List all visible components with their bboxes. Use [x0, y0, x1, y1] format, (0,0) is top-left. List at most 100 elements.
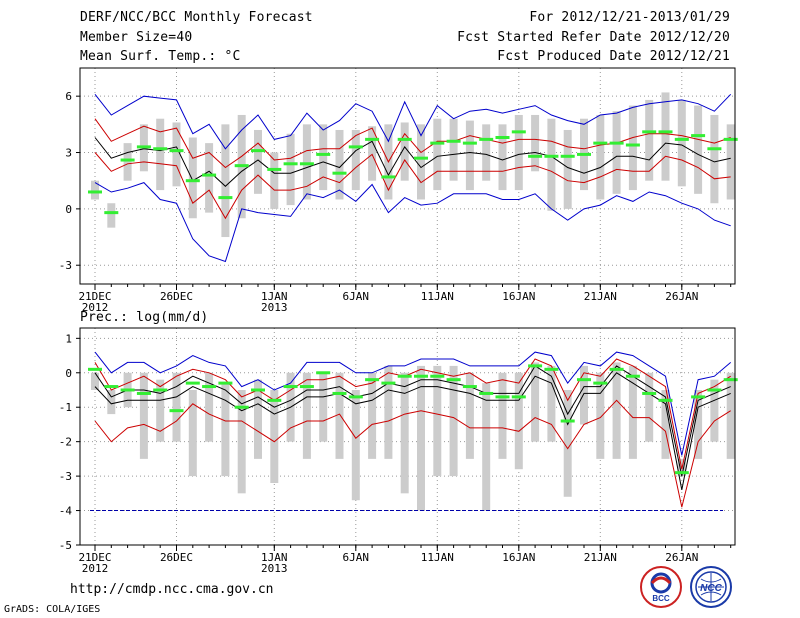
temp-observed-mark [495, 135, 510, 139]
temp-box [547, 118, 556, 211]
prec-observed-mark [479, 391, 494, 395]
temp-box [514, 114, 523, 191]
prec-observed-mark [202, 385, 217, 389]
prec-box [237, 390, 246, 494]
temp-frame [79, 67, 736, 285]
temp-observed-mark [674, 137, 689, 141]
prec-box [596, 372, 605, 459]
temp-box [710, 114, 719, 204]
temp-observed-mark [365, 137, 380, 141]
bcc-logo-text: BCC [652, 594, 670, 603]
temp-box [221, 124, 230, 238]
temp-observed-mark [332, 171, 347, 175]
prec-box [384, 365, 393, 459]
temp-observed-mark [397, 137, 412, 141]
temp-box [465, 120, 474, 191]
temp-xtick-label: 21DEC [78, 290, 111, 303]
prec-ytick-label: -3 [59, 470, 72, 483]
prec-xtick-label: 26JAN [665, 551, 698, 564]
prec-box [563, 390, 572, 497]
prec-box [254, 379, 262, 459]
prec-box [368, 372, 377, 459]
temp-observed-mark [251, 149, 265, 153]
prec-observed-mark [381, 381, 396, 385]
temp-observed-mark [528, 154, 543, 158]
prec-series-p90 [94, 358, 731, 470]
prec-observed-mark [169, 409, 184, 413]
prec-series-min [94, 399, 731, 508]
temp-observed-mark [299, 162, 314, 166]
temp-xtick-label: 26DEC [160, 290, 193, 303]
prec-box [694, 390, 703, 459]
temp-box [628, 105, 637, 191]
temp-observed-mark [316, 152, 331, 156]
temp-box [172, 122, 181, 187]
temp-ytick-label: 0 [65, 203, 72, 216]
temp-box [694, 105, 703, 194]
prec-xtick-label: 1JAN [261, 551, 288, 564]
prec-observed-mark [495, 395, 510, 399]
temp-box [319, 124, 328, 191]
prec-box [726, 372, 735, 459]
prec-xtick-label: 26DEC [160, 551, 193, 564]
prec-observed-mark [348, 395, 363, 399]
prec-observed-mark [577, 378, 591, 382]
fcst-produced-date: Fcst Produced Date 2012/12/21 [497, 49, 730, 64]
prec-box [580, 365, 588, 425]
prec-observed-mark [365, 378, 380, 382]
temp-observed-mark [381, 175, 396, 179]
prec-series-p10 [94, 372, 731, 490]
temp-observed-mark [707, 147, 722, 151]
prec-box [710, 379, 719, 442]
prec-observed-mark [88, 367, 102, 371]
prec-observed-mark [397, 374, 412, 378]
temp-box [400, 122, 409, 181]
temp-observed-mark [136, 145, 151, 149]
prec-box [612, 362, 621, 459]
prec-observed-mark [120, 388, 135, 392]
temp-box [351, 129, 360, 191]
prec-observed-mark [299, 385, 314, 389]
top-panel-variable: Mean Surf. Temp.: °C [80, 49, 241, 64]
temp-xtick-label: 16JAN [502, 290, 535, 303]
prec-observed-mark [153, 388, 168, 392]
prec-box [188, 390, 197, 477]
temp-observed-mark [446, 139, 461, 143]
temp-box [661, 92, 670, 181]
temp-xtick-year: 2012 [82, 301, 109, 314]
prec-observed-mark [560, 419, 575, 423]
temp-observed-mark [267, 167, 282, 171]
prec-observed-mark [414, 374, 428, 378]
temp-box [254, 129, 262, 194]
source-url[interactable]: http://cmdp.ncc.cma.gov.cn [70, 582, 274, 597]
temp-series-mean [94, 137, 731, 187]
temp-observed-mark [723, 137, 738, 141]
prec-observed-mark [511, 395, 526, 399]
grads-credit: GrADS: COLA/IGES [4, 604, 101, 615]
prec-box [302, 372, 311, 459]
prec-observed-mark [218, 381, 233, 385]
prec-observed-mark [185, 381, 200, 385]
temp-box [286, 133, 295, 206]
temp-box [531, 114, 540, 172]
prec-observed-mark [234, 405, 249, 409]
prec-observed-mark [283, 385, 298, 389]
prec-box [319, 372, 328, 442]
prec-frame [79, 327, 736, 546]
temp-observed-mark [479, 137, 494, 141]
prec-box [547, 365, 556, 442]
prec-observed-mark [593, 381, 608, 385]
prec-xtick-label: 16JAN [502, 551, 535, 564]
prec-observed-mark [267, 398, 282, 402]
prec-ytick-label: 1 [65, 332, 72, 345]
temp-observed-mark [642, 130, 657, 134]
prec-ytick-label: -1 [59, 401, 72, 414]
temp-observed-mark [153, 147, 168, 151]
temp-box [368, 126, 377, 181]
temp-observed-mark [120, 158, 135, 162]
temp-box [188, 137, 197, 219]
bottom-panel-variable: Prec.: log(mm/d) [80, 310, 209, 325]
temp-observed-mark [430, 141, 445, 145]
temp-observed-mark [169, 149, 184, 153]
